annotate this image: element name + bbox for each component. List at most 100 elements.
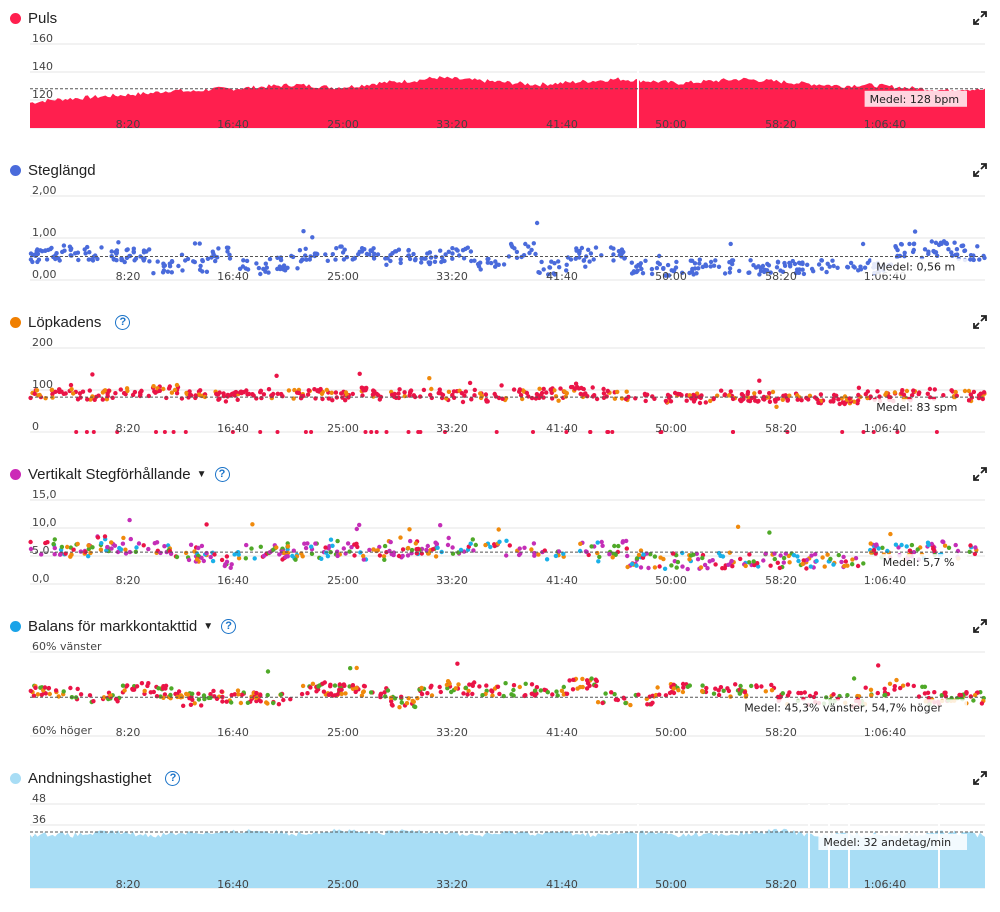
data-point: [406, 696, 411, 701]
data-point: [388, 695, 394, 700]
data-point: [536, 270, 541, 275]
data-point: [384, 430, 389, 434]
data-point: [719, 388, 724, 393]
data-point: [610, 430, 615, 434]
data-point: [976, 395, 982, 401]
data-point: [201, 693, 207, 698]
data-point: [591, 257, 596, 262]
data-point: [106, 388, 112, 393]
data-point: [768, 563, 773, 568]
data-point: [929, 541, 934, 547]
data-point: [227, 256, 233, 261]
data-point: [620, 539, 626, 544]
data-point: [892, 687, 897, 692]
data-point: [219, 557, 225, 563]
data-point: [90, 545, 95, 550]
data-point: [770, 389, 776, 395]
data-point: [124, 386, 130, 391]
data-point: [71, 547, 76, 552]
data-point: [354, 685, 359, 691]
data-point: [946, 545, 952, 550]
data-point: [581, 258, 586, 263]
dropdown-caret-icon[interactable]: ▼: [196, 468, 207, 480]
data-point: [315, 388, 320, 393]
data-point: [356, 252, 361, 257]
data-point: [769, 682, 774, 688]
data-point: [400, 547, 406, 552]
data-point: [52, 545, 57, 551]
data-point: [938, 240, 943, 245]
data-point: [640, 271, 646, 276]
data-point: [968, 257, 973, 262]
data-point: [851, 676, 857, 681]
data-point: [163, 683, 169, 688]
data-point: [33, 685, 38, 690]
data-point: [932, 690, 937, 695]
data-point: [524, 390, 530, 396]
data-point: [61, 243, 67, 248]
help-icon[interactable]: ?: [214, 466, 230, 482]
data-point: [680, 550, 685, 556]
help-icon[interactable]: ?: [221, 618, 237, 634]
help-icon[interactable]: ?: [115, 314, 131, 330]
data-point: [192, 241, 198, 246]
data-point: [353, 689, 358, 695]
data-point: [720, 554, 726, 559]
data-point: [95, 256, 100, 262]
data-point: [339, 691, 344, 697]
data-point: [183, 430, 188, 434]
data-point: [595, 550, 600, 556]
data-point: [798, 690, 804, 696]
expand-icon[interactable]: [972, 770, 988, 786]
data-point: [75, 541, 80, 547]
data-point: [115, 430, 120, 434]
data-point: [100, 397, 106, 402]
expand-icon[interactable]: [972, 466, 988, 482]
data-point: [583, 391, 588, 396]
data-point: [53, 253, 58, 258]
data-point: [122, 259, 127, 265]
data-point: [554, 689, 559, 694]
data-point: [711, 263, 717, 268]
data-point: [636, 692, 641, 697]
data-point: [415, 696, 420, 701]
data-point: [418, 394, 423, 399]
data-point: [258, 430, 263, 434]
data-point: [665, 262, 671, 268]
data-point: [836, 397, 841, 402]
data-point: [300, 257, 305, 262]
data-point: [145, 683, 150, 689]
data-point: [470, 691, 475, 697]
data-point: [87, 250, 92, 255]
expand-icon[interactable]: [972, 314, 988, 330]
chart-panel-lopkadens: Löpkadens ? 200 100 0 8:20 16:40 25:00 33:20 41…: [0, 304, 1000, 456]
data-point: [61, 689, 66, 694]
data-point: [68, 382, 74, 388]
data-point: [305, 541, 310, 546]
data-point: [677, 392, 682, 397]
data-point: [225, 249, 230, 254]
data-point: [162, 692, 168, 697]
expand-icon[interactable]: [972, 618, 988, 634]
data-point: [634, 556, 640, 561]
data-point: [517, 546, 522, 551]
expand-icon[interactable]: [972, 162, 988, 178]
data-point: [573, 381, 579, 386]
data-point: [769, 688, 775, 693]
data-point: [320, 396, 325, 402]
data-point: [49, 245, 54, 251]
data-point: [967, 549, 972, 554]
data-point: [597, 554, 602, 560]
y-tick-label: 200: [32, 336, 53, 349]
data-point: [820, 555, 825, 560]
help-icon[interactable]: ?: [165, 770, 181, 786]
data-point: [562, 389, 567, 394]
data-point: [898, 685, 903, 691]
data-point: [404, 701, 410, 706]
expand-icon[interactable]: [972, 10, 988, 26]
data-point: [208, 692, 213, 697]
dropdown-caret-icon[interactable]: ▼: [203, 620, 214, 632]
x-tick-label: 58:20: [765, 878, 797, 891]
data-point: [332, 683, 338, 688]
data-point: [232, 692, 237, 697]
